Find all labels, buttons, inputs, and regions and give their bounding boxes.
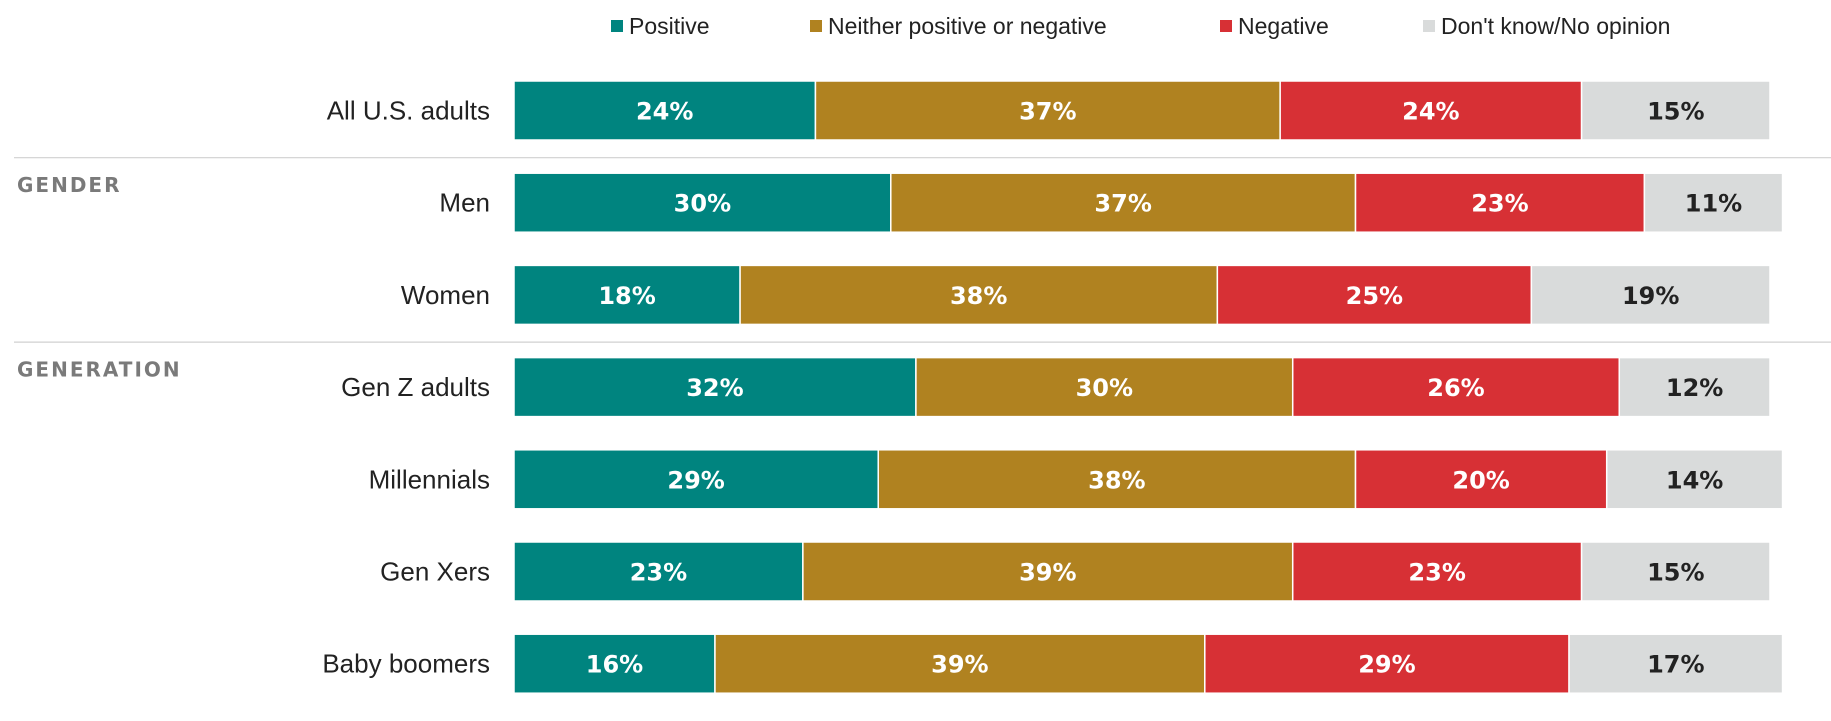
legend-label-neither-positive-or-negative: Neither positive or negative <box>828 13 1107 39</box>
bar-row-women: 18% 38% 25% 19% <box>513 264 1771 326</box>
row-label-gen-z-adults: Gen Z adults <box>341 372 490 402</box>
bar-value-label: 37% <box>1094 190 1151 218</box>
bar-segment-neither-positive-or-negative <box>814 80 1281 141</box>
bar-value-label: 15% <box>1647 559 1704 587</box>
bar-row-baby-boomers: 16% 39% 29% 17% <box>513 633 1784 694</box>
chart-legend: Positive Neither positive or negative Nega… <box>611 13 1670 39</box>
bar-value-label: 12% <box>1666 374 1723 402</box>
bar-value-label: 29% <box>1358 651 1415 679</box>
bar-row-gen-z-adults: 32% 30% 26% 12% <box>513 356 1771 418</box>
bar-value-label: 38% <box>1088 466 1145 494</box>
bar-segment-don-t-know-no-opinion <box>1530 264 1771 326</box>
bar-segment-neither-positive-or-negative <box>714 633 1206 694</box>
bar-value-label: 14% <box>1666 466 1723 494</box>
bar-row-men: 30% 37% 23% 11% <box>513 172 1784 233</box>
bar-segment-neither-positive-or-negative <box>739 264 1219 326</box>
bar-segment-positive <box>513 541 804 602</box>
row-label-women: Women <box>401 280 490 310</box>
bar-row-gen-xers: 23% 39% 23% 15% <box>513 541 1771 602</box>
bar-value-label: 30% <box>1076 374 1133 402</box>
bar-segment-positive <box>513 356 917 418</box>
legend-swatch-don-t-know-no-opinion <box>1423 20 1435 32</box>
row-label-men: Men <box>439 188 490 218</box>
group-separators <box>14 157 1831 343</box>
group-label-gender: GENDER <box>17 173 121 197</box>
bar-value-label: 39% <box>1019 559 1076 587</box>
legend-swatch-positive <box>611 20 623 32</box>
bar-value-label: 17% <box>1647 651 1704 679</box>
bar-segment-negative <box>1291 541 1583 602</box>
bar-segment-positive <box>513 449 879 510</box>
bar-segment-don-t-know-no-opinion <box>1568 633 1784 694</box>
bar-value-label: 20% <box>1452 466 1509 494</box>
row-label-gen-xers: Gen Xers <box>380 557 490 587</box>
legend-swatch-neither-positive-or-negative <box>810 20 822 32</box>
bar-value-label: 37% <box>1019 98 1076 126</box>
bar-segment-neither-positive-or-negative <box>890 172 1357 233</box>
bar-value-label: 32% <box>686 374 743 402</box>
bar-value-label: 23% <box>630 559 687 587</box>
bar-segment-don-t-know-no-opinion <box>1643 172 1784 233</box>
bar-value-label: 24% <box>1402 98 1459 126</box>
bar-segment-neither-positive-or-negative <box>915 356 1294 418</box>
bar-value-label: 23% <box>1408 559 1465 587</box>
bar-value-label: 18% <box>598 282 655 310</box>
bar-segment-negative <box>1216 264 1533 326</box>
bar-segment-neither-positive-or-negative <box>802 541 1294 602</box>
bar-segment-don-t-know-no-opinion <box>1580 541 1771 602</box>
group-labels: GENDER GENERATION <box>17 173 182 382</box>
legend-label-don-t-know-no-opinion: Don't know/No opinion <box>1441 13 1670 39</box>
bar-segment-neither-positive-or-negative <box>877 449 1357 510</box>
row-labels: All U.S. adults Men Women Gen Z adults Mille… <box>322 96 490 679</box>
group-label-generation: GENERATION <box>17 358 182 382</box>
bar-segment-positive <box>513 264 741 326</box>
bar-value-label: 23% <box>1471 190 1528 218</box>
bar-segment-negative <box>1354 172 1646 233</box>
legend-swatch-negative <box>1220 20 1232 32</box>
row-label-millennials: Millennials <box>369 464 490 494</box>
bar-value-label: 15% <box>1647 98 1704 126</box>
legend-label-negative: Negative <box>1238 13 1329 39</box>
bar-value-label: 11% <box>1685 190 1742 218</box>
bar-segment-negative <box>1279 80 1583 141</box>
bar-value-label: 19% <box>1622 282 1679 310</box>
bar-value-label: 30% <box>674 190 731 218</box>
bar-segment-don-t-know-no-opinion <box>1618 356 1771 418</box>
bar-row-millennials: 29% 38% 20% 14% <box>513 449 1784 510</box>
bar-value-label: 16% <box>586 651 643 679</box>
bar-segment-don-t-know-no-opinion <box>1580 80 1771 141</box>
bar-row-all-u-s-adults: 24% 37% 24% 15% <box>513 80 1771 141</box>
bar-segment-don-t-know-no-opinion <box>1605 449 1784 510</box>
bar-value-label: 39% <box>931 651 988 679</box>
bar-segment-negative <box>1204 633 1570 694</box>
bar-value-label: 24% <box>636 98 693 126</box>
bar-segment-negative <box>1291 356 1621 418</box>
bar-value-label: 26% <box>1427 374 1484 402</box>
row-label-baby-boomers: Baby boomers <box>322 649 490 679</box>
bar-value-label: 25% <box>1346 282 1403 310</box>
bar-segment-positive <box>513 80 817 141</box>
legend-label-positive: Positive <box>629 13 710 39</box>
bar-value-label: 38% <box>950 282 1007 310</box>
row-label-all-u-s-adults: All U.S. adults <box>327 96 490 126</box>
bars: 24% 37% 24% 15%30% 37% 23% 11%18% 38% 25% 19%32% 3… <box>513 80 1784 694</box>
bar-value-label: 29% <box>667 466 724 494</box>
